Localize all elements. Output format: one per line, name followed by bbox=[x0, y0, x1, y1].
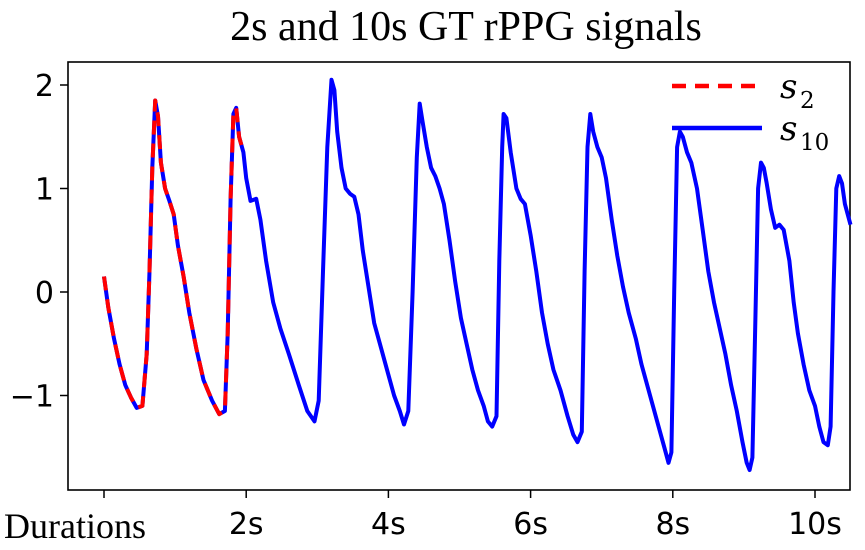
x-tick-label: 2s bbox=[229, 507, 264, 542]
y-tick-label: 1 bbox=[35, 173, 54, 208]
legend-label-subscript: 2 bbox=[800, 88, 815, 114]
legend-label: s bbox=[780, 109, 797, 149]
chart-axes: 210−12s 4s 6s 8s 10s bbox=[10, 61, 851, 542]
series-line-s2 bbox=[102, 98, 246, 417]
plot-frame bbox=[67, 61, 851, 491]
y-tick-label: 2 bbox=[35, 69, 54, 104]
chart-legend: s 2s 10 bbox=[672, 67, 829, 156]
y-tick-label: 0 bbox=[35, 276, 54, 311]
x-tick-label: 6s bbox=[513, 507, 548, 542]
x-tick-label: 8s bbox=[655, 507, 690, 542]
y-tick-label: −1 bbox=[10, 380, 54, 415]
x-tick-label: 10s bbox=[788, 507, 842, 542]
plot-area bbox=[102, 77, 853, 472]
chart-title: 2s and 10s GT rPPG signals bbox=[230, 4, 702, 50]
x-axis-label: Durations bbox=[4, 506, 146, 546]
legend-label-subscript: 10 bbox=[800, 130, 829, 156]
x-tick-label: 4s bbox=[371, 507, 406, 542]
legend-label: s bbox=[780, 67, 797, 107]
